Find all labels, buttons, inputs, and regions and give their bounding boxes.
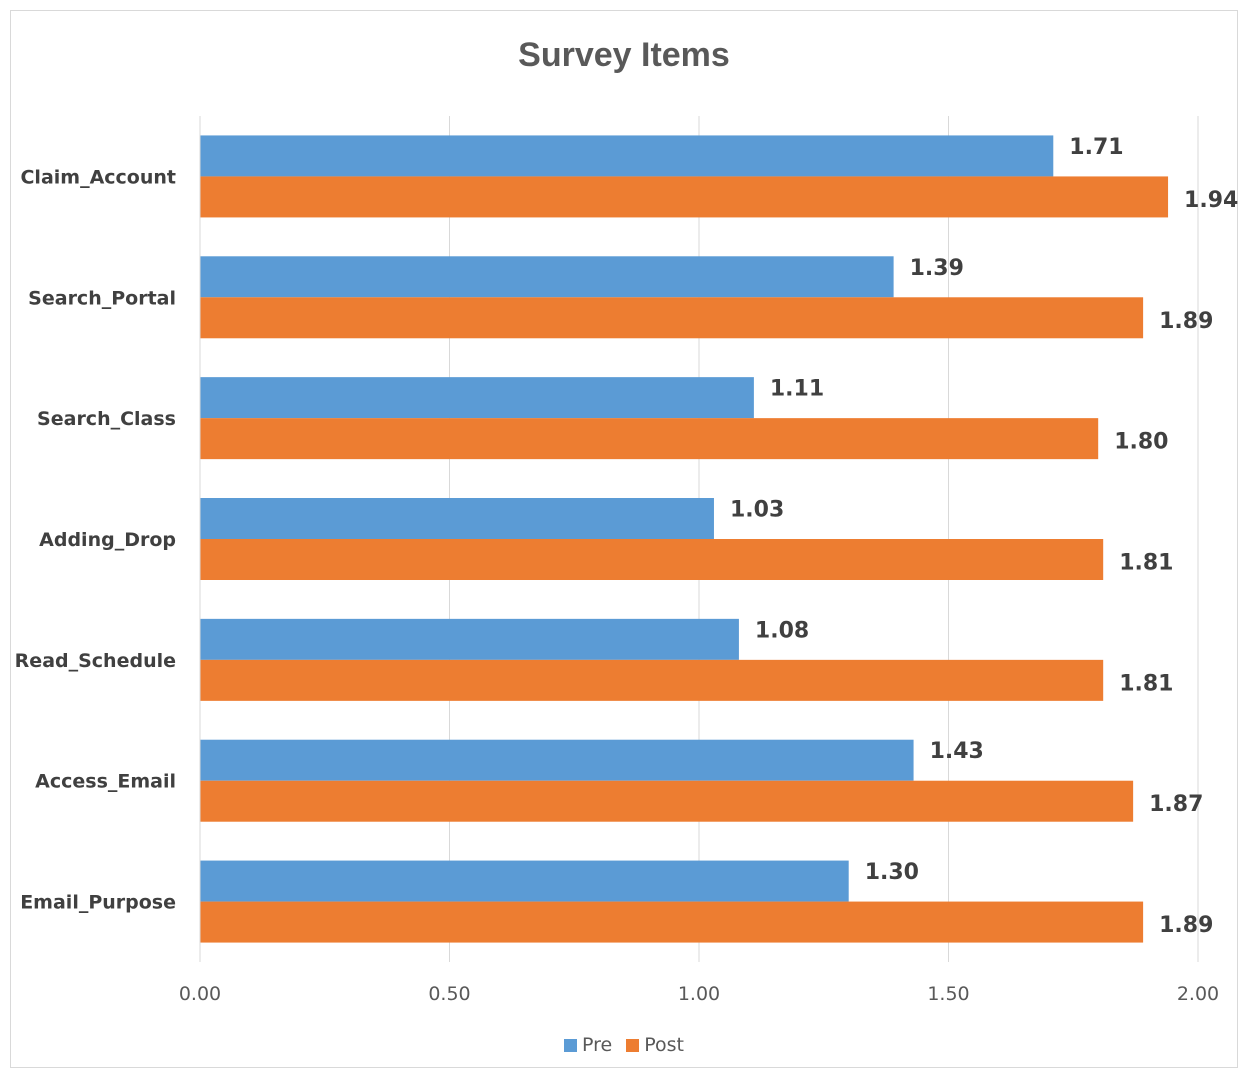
category-label: Access_Email (35, 771, 176, 793)
data-label-post: 1.87 (1149, 792, 1203, 817)
data-label-post: 1.81 (1119, 551, 1173, 576)
x-tick-label: 0.50 (428, 983, 470, 1005)
bar-post (200, 780, 1134, 822)
bar-pre (200, 860, 849, 902)
data-label-post: 1.81 (1119, 671, 1173, 696)
category-label: Read_Schedule (15, 650, 176, 672)
data-label-pre: 1.39 (910, 256, 964, 281)
bar-post (200, 297, 1144, 339)
legend: Pre Post (0, 1034, 1248, 1057)
category-label: Claim_Account (20, 166, 176, 188)
category-label: Email_Purpose (20, 892, 176, 914)
x-tick-label: 0.00 (179, 983, 221, 1005)
category-label: Search_Portal (28, 287, 176, 309)
data-label-post: 1.89 (1159, 913, 1213, 938)
legend-swatch-pre (563, 1038, 577, 1052)
bar-post (200, 659, 1104, 701)
legend-swatch-post (626, 1038, 640, 1052)
legend-item-pre: Pre (563, 1034, 613, 1056)
data-label-post: 1.80 (1114, 430, 1168, 455)
data-label-pre: 1.11 (770, 377, 824, 402)
bar-pre (200, 256, 894, 298)
legend-label-pre: Pre (581, 1034, 613, 1056)
x-tick-label: 1.50 (927, 983, 969, 1005)
bar-pre (200, 377, 754, 419)
data-label-pre: 1.03 (730, 498, 784, 523)
data-label-post: 1.89 (1159, 309, 1213, 334)
data-label-post: 1.94 (1184, 188, 1238, 213)
legend-label-post: Post (644, 1034, 685, 1056)
legend-item-post: Post (626, 1034, 684, 1056)
bar-pre (200, 739, 914, 781)
bar-pre (200, 135, 1054, 177)
data-label-pre: 1.08 (755, 618, 809, 643)
bar-post (200, 418, 1099, 460)
bar-post (200, 901, 1144, 943)
bar-post (200, 539, 1104, 580)
x-tick-label: 1.00 (678, 983, 720, 1005)
category-label: Search_Class (37, 408, 176, 430)
x-tick-label: 2.00 (1177, 983, 1219, 1005)
bar-pre (200, 618, 739, 660)
data-label-pre: 1.30 (865, 860, 919, 885)
chart-title: Survey Items (518, 36, 730, 74)
bar-post (200, 176, 1169, 218)
data-label-pre: 1.71 (1069, 135, 1123, 160)
data-label-pre: 1.43 (930, 739, 984, 764)
bar-pre (200, 498, 714, 539)
category-label: Adding_Drop (39, 529, 176, 551)
